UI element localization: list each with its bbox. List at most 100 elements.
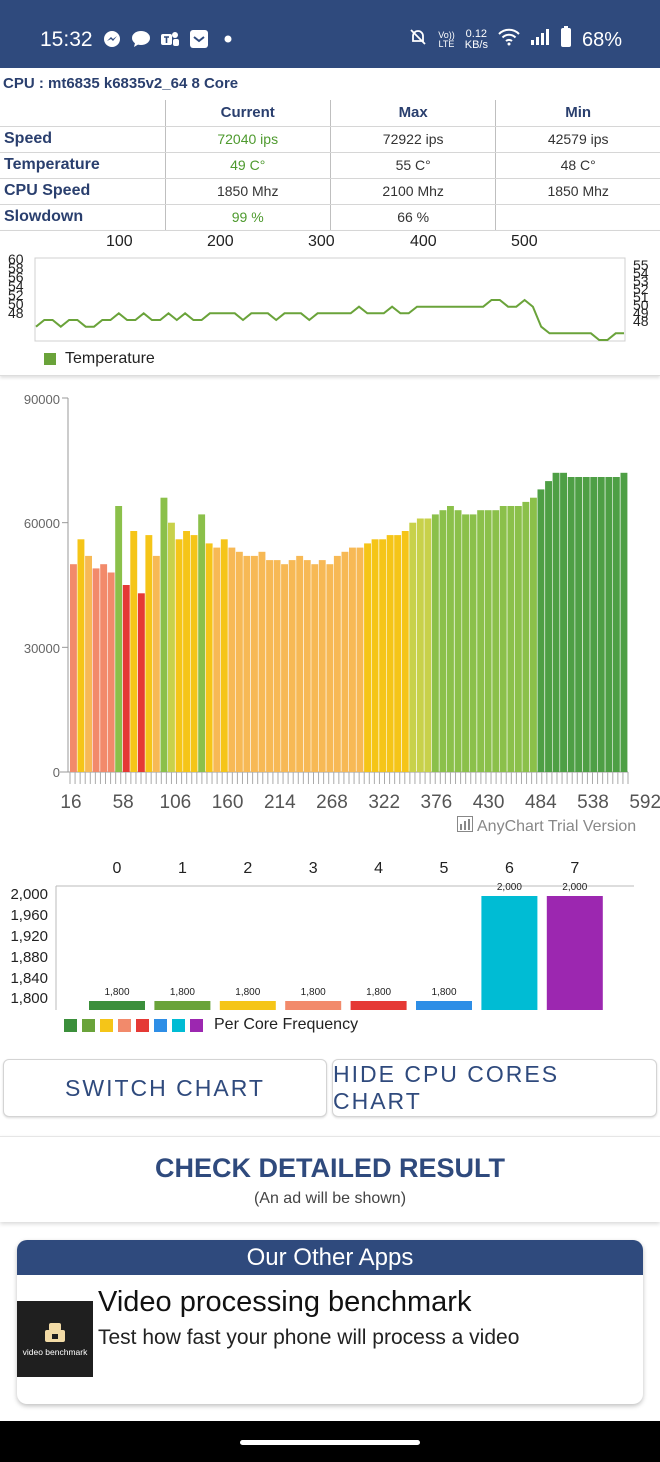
speed-x-tick-label: 484: [524, 792, 557, 813]
cpu-title: CPU : mt6835 k6835v2_64 8 Core: [3, 75, 239, 92]
speed-bar: [152, 555, 160, 772]
cell-min: 42579 ips: [495, 126, 660, 153]
net-speed: 0.12 KB/s: [464, 28, 488, 51]
table-header-row: Current Max Min: [0, 100, 660, 127]
speed-bar: [107, 572, 115, 772]
row-label: Speed: [0, 126, 166, 153]
temp-top-tick: 100: [106, 233, 133, 250]
speed-bar: [499, 506, 507, 772]
core-value-label: 1,800: [431, 987, 457, 998]
table-row: CPU Speed 1850 Mhz 2100 Mhz 1850 Mhz: [0, 178, 660, 205]
status-time: 15:32: [40, 28, 93, 51]
speed-bar: [492, 510, 500, 772]
speed-y-tick: 90000: [23, 392, 60, 407]
temp-right-tick: 51: [633, 289, 649, 305]
speed-bar: [70, 564, 77, 772]
core-value-label: 1,800: [169, 987, 195, 998]
temp-right-tick: 55: [633, 257, 649, 273]
speed-y-tick: 30000: [23, 641, 60, 656]
speed-bar: [364, 543, 371, 772]
thumb-text: video benchmark: [22, 1347, 88, 1357]
hide-cpu-cores-button[interactable]: HIDE CPU CORES CHART: [332, 1059, 657, 1117]
speed-bar: [522, 501, 530, 772]
core-value-label: 1,800: [235, 987, 261, 998]
app-title[interactable]: Video processing benchmark: [98, 1286, 472, 1318]
speed-bar: [92, 568, 100, 772]
legend-swatch: [136, 1018, 149, 1032]
legend-label: Temperature: [65, 350, 155, 367]
speed-bar: [612, 477, 620, 772]
speed-bar: [477, 510, 485, 772]
col-max: Max: [330, 100, 497, 127]
speed-bar: [85, 555, 92, 772]
switch-chart-button[interactable]: SWITCH CHART: [3, 1059, 327, 1117]
speed-bar: [605, 477, 613, 772]
speed-x-tick-label: 106: [159, 792, 192, 813]
speed-bar: [590, 477, 598, 772]
speed-x-tick-label: 376: [420, 792, 453, 813]
speed-x-tick-label: 160: [211, 792, 244, 813]
core-y-tick: 1,840: [10, 970, 48, 987]
legend-swatch: [44, 353, 56, 365]
speed-y-tick: 0: [52, 765, 60, 780]
temperature-legend: Temperature: [44, 350, 155, 368]
speed-x-tick-label: 538: [577, 792, 609, 813]
core-y-tick: 1,800: [10, 990, 48, 1007]
navigation-bar: [0, 1421, 660, 1462]
speed-x-tick-label: 592: [629, 792, 660, 813]
speed-bar: [220, 539, 228, 772]
row-label: CPU Speed: [0, 178, 166, 205]
speed-bar: [356, 547, 364, 772]
core-value-label: 1,800: [104, 987, 130, 998]
speed-y-tick: 60000: [23, 516, 60, 531]
core-index-label: 1: [177, 860, 187, 877]
core-index-label: 5: [439, 860, 449, 877]
notification-icons: [102, 29, 238, 49]
speed-bar: [620, 472, 628, 772]
temp-top-tick: 200: [207, 233, 234, 250]
chart-icon: [457, 816, 473, 837]
speed-x-tick-label: 322: [368, 792, 401, 813]
detailed-subtitle: (An ad will be shown): [253, 1190, 407, 1207]
temp-top-tick: 300: [308, 233, 335, 250]
other-apps-card[interactable]: Our Other Apps video benchmark Video pro…: [17, 1240, 643, 1404]
speed-x-tick-label: 214: [263, 792, 296, 813]
speed-bar: [469, 514, 477, 772]
core-bar: [219, 1001, 276, 1010]
speed-x-tick-label: 16: [60, 792, 82, 813]
speed-bar: [228, 547, 236, 772]
temp-right-tick: 54: [633, 265, 649, 281]
legend-swatch: [190, 1018, 203, 1032]
cell-min: 48 C°: [495, 152, 660, 179]
speed-bar: [409, 522, 417, 772]
speed-bar: [318, 560, 326, 772]
speed-bar: [537, 489, 545, 772]
speed-bar: [560, 472, 567, 772]
core-legend: Per Core Frequency: [64, 1016, 358, 1034]
cell-current: 1850 Mhz: [165, 178, 331, 205]
core-y-tick: 1,920: [10, 928, 48, 945]
cell-current: 99 %: [165, 204, 331, 231]
legend-swatch: [64, 1018, 77, 1032]
speed-bar: [514, 506, 522, 772]
speed-x-tick-label: 58: [112, 792, 134, 813]
speed-bar: [462, 514, 469, 772]
check-detailed-result-button[interactable]: CHECK DETAILED RESULT (An ad will be sho…: [0, 1136, 660, 1222]
speed-bar: [371, 539, 379, 772]
temp-left-tick: 50: [8, 296, 24, 312]
speed-bar: [597, 477, 605, 772]
home-gesture-handle[interactable]: [240, 1440, 420, 1445]
temp-left-tick: 54: [8, 278, 24, 294]
app-thumbnail[interactable]: video benchmark: [17, 1301, 93, 1377]
speed-bar: [258, 551, 266, 772]
core-bar: [481, 896, 538, 1010]
watermark-text: AnyChart Trial Version: [477, 817, 637, 835]
cell-min: 1850 Mhz: [495, 178, 660, 205]
speed-bar: [484, 510, 492, 772]
messenger-icon: [102, 29, 122, 49]
table-row: Speed 72040 ips 72922 ips 42579 ips: [0, 126, 660, 153]
status-bar: 15:32 Vo)) LTE 0.12 KB/s 68%: [0, 0, 660, 68]
speed-bar: [288, 560, 296, 772]
chat-bubble-icon: [131, 29, 151, 49]
speed-bar: [296, 555, 304, 772]
